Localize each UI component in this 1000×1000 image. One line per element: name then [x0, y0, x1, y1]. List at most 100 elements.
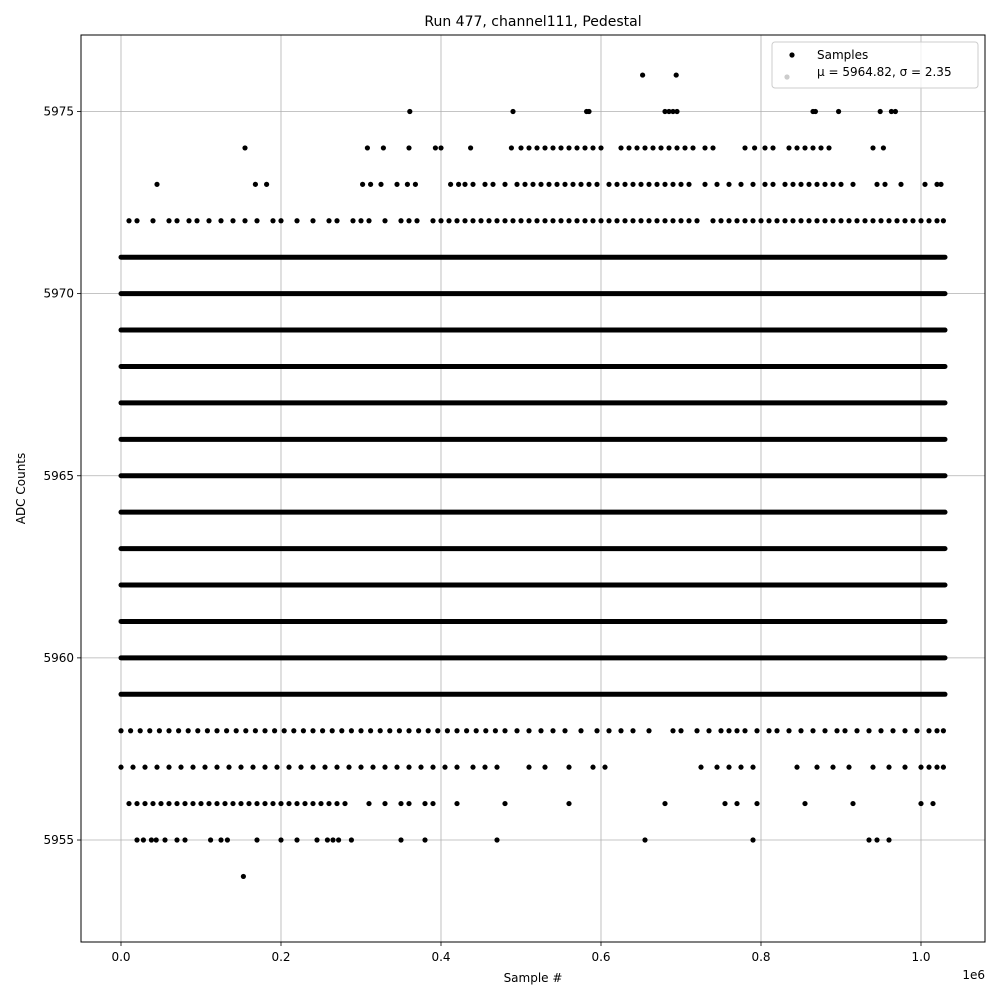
- sample-point: [470, 764, 476, 770]
- sample-point: [526, 218, 532, 224]
- sample-point: [502, 218, 508, 224]
- sample-point: [478, 218, 484, 224]
- sample-point: [686, 218, 692, 224]
- sample-point: [940, 728, 947, 734]
- sample-point: [574, 145, 580, 151]
- sample-point: [130, 764, 136, 770]
- sample-point: [218, 218, 224, 224]
- sample-point: [126, 800, 132, 807]
- sample-point: [514, 728, 520, 734]
- sample-point: [754, 800, 760, 807]
- sample-point: [142, 764, 148, 770]
- sample-point: [882, 181, 888, 187]
- sample-point: [618, 145, 624, 151]
- sample-point: [154, 764, 160, 770]
- sample-point: [150, 218, 156, 224]
- sample-point: [854, 728, 860, 734]
- sample-point: [750, 218, 756, 224]
- sample-point: [782, 181, 788, 187]
- x-axis-label: Sample #: [504, 971, 563, 985]
- sample-point: [634, 145, 640, 151]
- sample-point: [482, 181, 488, 187]
- sample-point: [224, 837, 230, 843]
- sample-point: [786, 728, 792, 734]
- sample-point: [802, 145, 808, 151]
- sample-point: [546, 181, 552, 187]
- sample-point: [412, 181, 418, 187]
- sample-point: [674, 108, 680, 115]
- sample-point: [330, 837, 336, 843]
- sample-point: [770, 181, 776, 187]
- sample-point: [456, 181, 462, 187]
- sample-point: [126, 218, 132, 224]
- sample-point: [147, 728, 153, 734]
- sample-point: [902, 728, 908, 734]
- sample-point: [662, 800, 668, 807]
- sample-point: [368, 728, 374, 734]
- sample-point: [494, 764, 500, 770]
- sample-point: [822, 218, 828, 224]
- sample-point: [364, 145, 370, 151]
- sample-point: [550, 218, 556, 224]
- sample-point: [734, 218, 740, 224]
- sample-point: [294, 800, 300, 807]
- sample-point: [930, 800, 936, 807]
- sample-point: [502, 800, 508, 807]
- sample-point: [382, 800, 388, 807]
- sample-point: [798, 218, 804, 224]
- sample-point: [558, 218, 564, 224]
- sample-point: [154, 181, 160, 187]
- data-points: [118, 72, 948, 880]
- sample-point: [334, 800, 340, 807]
- sample-point: [666, 145, 672, 151]
- sample-point: [586, 181, 592, 187]
- sample-point: [870, 218, 876, 224]
- sample-point: [398, 800, 404, 807]
- sample-point: [254, 800, 260, 807]
- sample-point: [298, 764, 304, 770]
- sample-point: [670, 218, 676, 224]
- sample-point: [222, 800, 228, 807]
- sample-point: [137, 728, 143, 734]
- sample-point: [174, 800, 180, 807]
- sample-point: [702, 145, 708, 151]
- sample-point: [272, 728, 278, 734]
- sample-point: [252, 181, 258, 187]
- sample-point: [642, 145, 648, 151]
- sample-point: [798, 728, 804, 734]
- sample-point: [590, 218, 596, 224]
- sample-point: [510, 108, 516, 115]
- sample-point: [238, 800, 244, 807]
- sample-point: [614, 181, 620, 187]
- sample-point: [846, 218, 852, 224]
- sample-point: [742, 218, 748, 224]
- sample-point: [794, 145, 800, 151]
- legend-marker-samples: [789, 52, 795, 58]
- sample-point: [550, 145, 556, 151]
- sample-point: [742, 728, 748, 734]
- sample-point: [838, 181, 844, 187]
- sample-point: [694, 218, 700, 224]
- sample-point: [554, 181, 560, 187]
- sample-point: [940, 218, 947, 224]
- sample-point: [414, 218, 420, 224]
- sample-point: [526, 145, 532, 151]
- sample-point: [726, 728, 732, 734]
- sample-point: [790, 181, 796, 187]
- sample-point: [198, 800, 204, 807]
- sample-point: [286, 800, 292, 807]
- sample-point: [406, 728, 412, 734]
- sample-point: [870, 145, 876, 151]
- sample-point: [470, 181, 476, 187]
- sample-point: [468, 145, 474, 151]
- sample-point: [902, 764, 908, 770]
- sample-point: [240, 873, 246, 880]
- sample-point: [334, 218, 340, 224]
- y-tick-label: 5955: [43, 833, 74, 847]
- sample-point: [774, 728, 780, 734]
- sample-point: [404, 181, 410, 187]
- sample-point: [310, 218, 316, 224]
- sample-point: [598, 218, 604, 224]
